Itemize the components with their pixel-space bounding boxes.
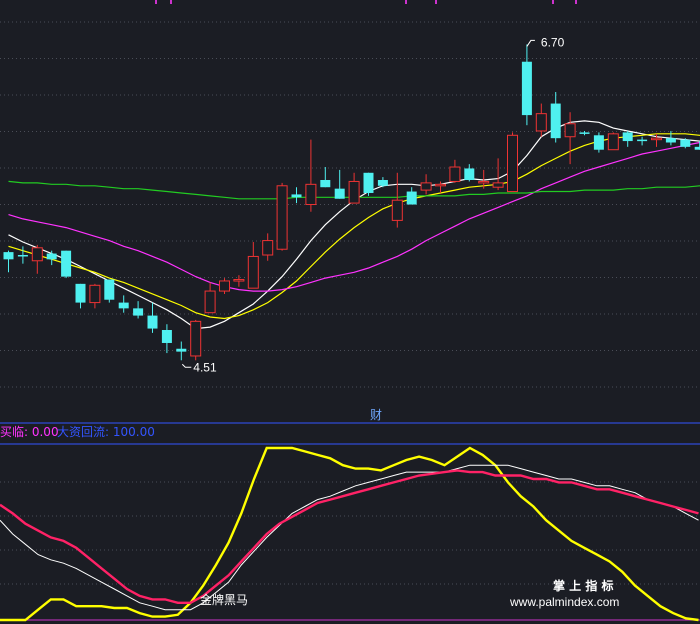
candle-body (564, 123, 576, 138)
candle-body (478, 180, 490, 184)
candle-body (291, 194, 302, 198)
legend-entry: 买临: 0.00 (0, 425, 59, 439)
candle-body (348, 180, 360, 204)
candle-body (464, 168, 475, 180)
ma-line (8, 180, 700, 200)
signal-label: 金牌黑马 (200, 592, 248, 607)
candle-body (694, 146, 700, 150)
candle-body (637, 139, 648, 142)
ma-line (8, 120, 700, 330)
top-tick-mark (552, 0, 554, 4)
top-tick-mark (405, 0, 407, 4)
candle-body (133, 308, 144, 316)
candle-body (176, 348, 187, 352)
candle-body (579, 132, 590, 134)
candle-body (75, 283, 86, 303)
candle-body (204, 290, 216, 314)
main-panel-grid (0, 21, 700, 388)
candle-body (247, 255, 259, 289)
candle-body (449, 166, 461, 182)
candle-body (334, 188, 345, 199)
candle-body (651, 137, 662, 141)
moving-average-lines (8, 120, 700, 330)
top-tick-mark (575, 0, 577, 4)
top-tick-mark (435, 0, 437, 4)
ma-line (8, 133, 700, 320)
indicator-lines (0, 446, 699, 622)
candle-body (320, 180, 331, 188)
candle-body (492, 182, 504, 188)
candle-body (535, 113, 547, 132)
candle-body (665, 138, 676, 143)
candle-body (147, 315, 158, 329)
candle-body (17, 255, 28, 257)
candle-body (219, 280, 230, 292)
high-price-label: 6.70 (541, 35, 565, 49)
price-annotations: 6.70 4.51 财 (181, 35, 565, 422)
candle-body (363, 172, 374, 193)
candle-body (233, 279, 245, 282)
low-pointer (181, 363, 192, 368)
candle-body (161, 330, 172, 343)
candle-body (3, 252, 14, 260)
top-tick-mark (155, 0, 157, 4)
watermark-cn: 掌 上 指 标 (553, 578, 614, 593)
watermark-url: www.palmindex.com (509, 595, 619, 609)
candle-body (593, 135, 604, 150)
candle-body (377, 180, 388, 186)
candle-body (61, 250, 72, 277)
high-pointer (526, 39, 535, 47)
ma-line (8, 141, 700, 292)
candle-body (262, 240, 274, 256)
candle-body (305, 183, 317, 206)
candlestick-series (3, 44, 700, 361)
marker-label: 财 (370, 408, 382, 422)
candle-body (89, 284, 101, 304)
indicator-line (0, 464, 699, 611)
top-tick-marks (155, 0, 577, 4)
indicator-line (0, 469, 699, 604)
low-price-label: 4.51 (193, 360, 217, 374)
candle-body (607, 133, 619, 151)
candle-body (118, 302, 129, 309)
top-tick-mark (170, 0, 172, 4)
legend-entry: 大资回流: 100.00 (57, 425, 155, 439)
candle-body (435, 183, 446, 187)
candle-body (276, 185, 288, 250)
candle-body (420, 182, 432, 191)
candle-body (406, 191, 417, 205)
candle-body (550, 103, 561, 139)
candle-body (521, 61, 532, 116)
candle-body (391, 199, 403, 221)
candle-body (190, 320, 202, 357)
indicator-panel-grid (0, 481, 700, 585)
candle-body (622, 132, 633, 142)
candle-body (104, 279, 115, 300)
candle-body (507, 134, 518, 193)
candle-body (680, 139, 691, 147)
candle-body (31, 247, 43, 262)
candle-body (46, 253, 57, 260)
indicator-line (0, 446, 699, 622)
